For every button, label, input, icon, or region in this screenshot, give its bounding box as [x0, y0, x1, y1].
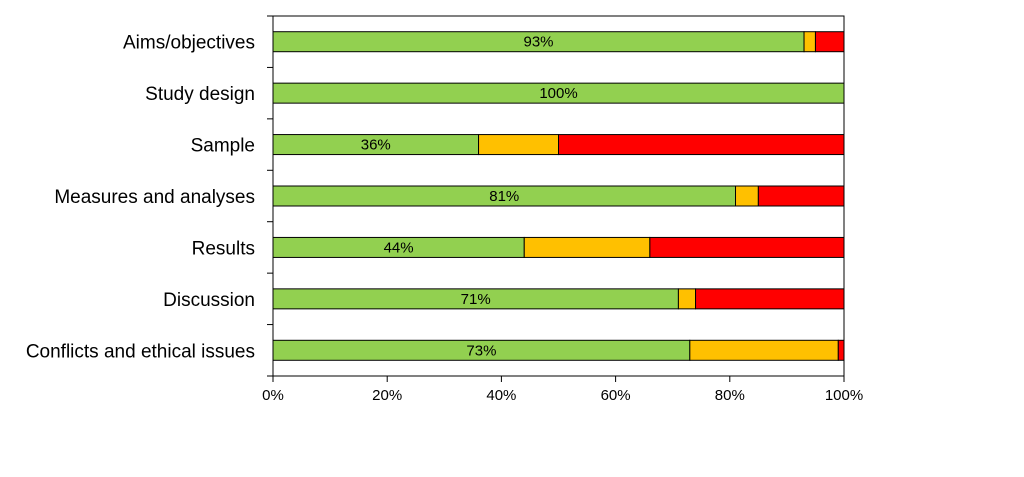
bar-segment-5-2: [523, 236, 651, 258]
axes-layer: [267, 15, 845, 382]
data-label-1: 93%: [523, 34, 553, 51]
bar-segment-1-2: [803, 31, 816, 53]
bar-segment-4-2: [735, 185, 759, 207]
category-label-7: Conflicts and ethical issues: [26, 341, 255, 362]
data-label-2: 100%: [539, 85, 577, 102]
x-tick-labels-layer: 0% 20% 40% 60% 80% 100%: [262, 387, 863, 404]
bars-layer: [272, 31, 845, 361]
bar-segment-3-2: [478, 134, 559, 156]
category-label-4: Measures and analyses: [54, 187, 255, 208]
category-label-6: Discussion: [163, 290, 255, 311]
bar-segment-3-3: [558, 134, 845, 156]
x-tick-label-3: 60%: [601, 387, 631, 404]
data-label-3: 36%: [361, 137, 391, 154]
bar-segment-6-2: [677, 288, 697, 310]
category-label-1: Aims/objectives: [123, 33, 255, 54]
bar-segment-7-3: [837, 339, 845, 361]
category-label-5: Results: [192, 238, 255, 259]
x-tick-label-0: 0%: [262, 387, 284, 404]
bar-segment-4-3: [757, 185, 845, 207]
x-tick-label-5: 100%: [825, 387, 863, 404]
data-label-4: 81%: [489, 188, 519, 205]
bar-segment-7-2: [689, 339, 839, 361]
bar-segment-6-3: [695, 288, 845, 310]
data-label-7: 73%: [466, 342, 496, 359]
data-label-6: 71%: [461, 291, 491, 308]
plot-frame: [272, 15, 845, 377]
x-tick-label-1: 20%: [372, 387, 402, 404]
data-labels-layer: 93% 100% 36% 81% 44% 71% 73%: [361, 34, 578, 360]
category-labels-layer: Aims/objectives Study design Sample Measure…: [26, 33, 255, 363]
bar-segment-5-3: [649, 236, 845, 258]
x-tick-label-4: 80%: [715, 387, 745, 404]
bar-segment-1-3: [814, 31, 845, 53]
category-label-2: Study design: [145, 84, 255, 105]
x-tick-label-2: 40%: [486, 387, 516, 404]
category-label-3: Sample: [191, 136, 255, 157]
data-label-5: 44%: [384, 239, 414, 256]
